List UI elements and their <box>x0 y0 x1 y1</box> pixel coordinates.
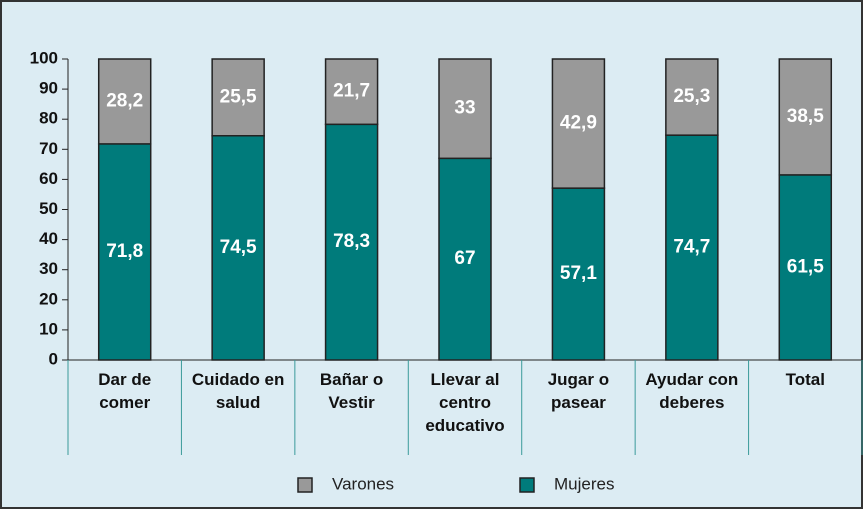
bar-segment <box>665 58 719 136</box>
x-tick-label: Dar de comer <box>98 370 152 412</box>
x-tick-label: Ayudar con deberes <box>645 370 739 412</box>
x-tick-label: Bañar o Vestir <box>319 370 384 412</box>
data-label: 78,3 <box>333 231 370 252</box>
y-tick-label: 100 <box>30 48 58 67</box>
y-tick-label: 10 <box>39 319 58 338</box>
data-label: 74,5 <box>220 237 257 258</box>
bar-segment <box>97 58 152 145</box>
x-tick-label: Total <box>785 370 825 389</box>
y-tick-label: 0 <box>49 349 58 368</box>
data-label: 21,7 <box>333 81 370 102</box>
data-label: 25,3 <box>673 86 710 107</box>
legend-swatch <box>519 477 535 493</box>
data-label: 71,8 <box>106 241 143 262</box>
x-tick-label: Cuidado en salud <box>191 370 285 412</box>
bar-segment <box>324 58 379 126</box>
bar-segment <box>438 157 492 361</box>
y-tick-label: 60 <box>39 169 58 188</box>
bar-segment <box>438 58 492 160</box>
data-label: 57,1 <box>560 263 597 284</box>
y-tick-label: 50 <box>39 199 58 218</box>
bar-segment <box>778 174 833 361</box>
x-tick-label: Llevar al centro educativo <box>425 370 505 435</box>
bar-segment <box>551 187 606 361</box>
x-tick-label: Jugar o pasear <box>547 370 610 412</box>
bar-segment <box>551 58 606 189</box>
bar-segment <box>211 58 265 137</box>
data-label: 61,5 <box>787 256 824 277</box>
y-tick-label: 90 <box>39 79 58 98</box>
legend-swatch <box>297 477 313 493</box>
data-label: 38,5 <box>787 106 824 127</box>
bar-segment <box>211 135 265 361</box>
data-label: 28,2 <box>106 90 143 111</box>
y-tick-label: 70 <box>39 139 58 158</box>
y-tick-label: 20 <box>39 289 58 308</box>
legend-label: Varones <box>332 474 394 493</box>
bar-segment <box>778 58 833 176</box>
data-label: 33 <box>454 98 475 119</box>
legend-label: Mujeres <box>554 474 614 493</box>
data-label: 25,5 <box>220 86 257 107</box>
y-tick-label: 80 <box>39 109 58 128</box>
bar-segment <box>97 143 152 361</box>
bar-segment <box>324 123 379 361</box>
data-label: 74,7 <box>673 237 710 258</box>
y-tick-label: 30 <box>39 259 58 278</box>
y-tick-label: 40 <box>39 229 58 248</box>
data-label: 42,9 <box>560 113 597 134</box>
data-label: 67 <box>454 248 475 269</box>
